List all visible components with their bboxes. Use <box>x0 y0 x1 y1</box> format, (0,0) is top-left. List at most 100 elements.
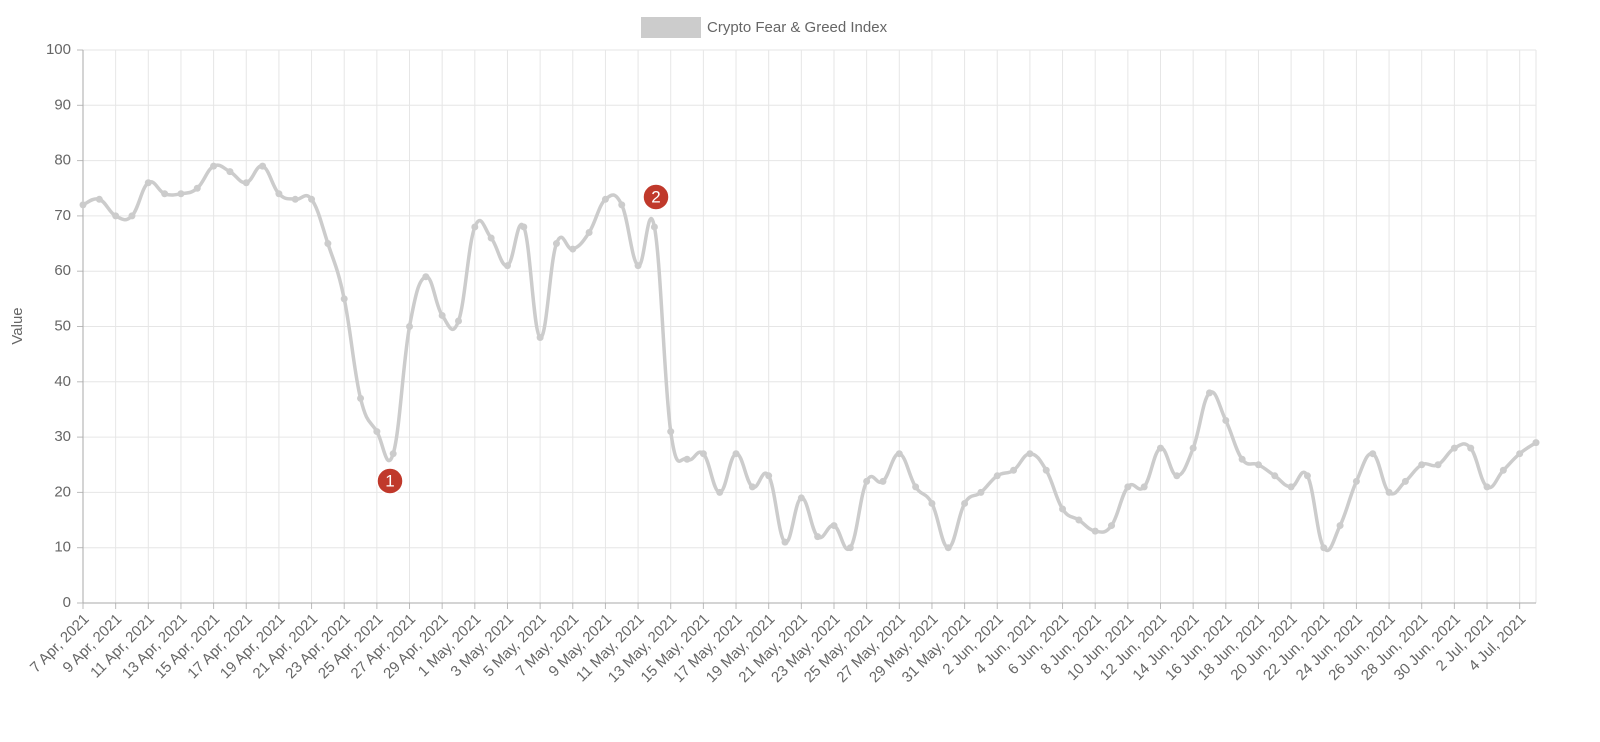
data-point <box>1205 389 1213 397</box>
data-point <box>1042 466 1050 474</box>
data-point <box>1287 483 1295 491</box>
data-point <box>1026 450 1034 458</box>
data-point <box>634 262 642 270</box>
data-point <box>1369 450 1377 458</box>
data-point <box>765 472 773 480</box>
data-point <box>1532 439 1540 447</box>
y-tick-label: 50 <box>54 317 71 334</box>
data-point <box>112 212 120 220</box>
y-tick-label: 90 <box>54 96 71 113</box>
data-point <box>944 544 952 552</box>
data-point <box>1418 461 1426 469</box>
data-point <box>422 273 430 281</box>
data-point <box>1189 444 1197 452</box>
data-point <box>291 195 299 203</box>
annotation-label: 1 <box>385 471 394 490</box>
data-point <box>585 228 593 236</box>
data-point <box>193 184 201 192</box>
data-point <box>1385 488 1393 496</box>
data-point <box>1401 477 1409 485</box>
data-point <box>471 223 479 231</box>
data-point <box>618 201 626 209</box>
data-point <box>569 245 577 253</box>
y-axis-title: Value <box>9 307 26 344</box>
data-point <box>1157 444 1165 452</box>
legend-swatch[interactable] <box>641 17 701 38</box>
data-point <box>552 240 560 248</box>
data-point <box>1254 461 1262 469</box>
data-point <box>161 190 169 198</box>
data-point <box>1140 483 1148 491</box>
y-tick-label: 20 <box>54 483 71 500</box>
data-point <box>814 533 822 541</box>
data-point <box>601 195 609 203</box>
data-point <box>487 234 495 242</box>
data-point <box>128 212 136 220</box>
data-point <box>961 499 969 507</box>
data-point <box>1010 466 1018 474</box>
data-point <box>1173 472 1181 480</box>
annotation-badge <box>642 183 670 211</box>
data-point <box>716 488 724 496</box>
data-point <box>210 162 218 170</box>
data-point <box>275 190 283 198</box>
y-tick-label: 0 <box>63 594 71 611</box>
data-point <box>732 450 740 458</box>
data-point <box>536 334 544 342</box>
data-point <box>454 317 462 325</box>
data-point <box>1516 450 1524 458</box>
data-point <box>324 240 332 248</box>
data-point <box>177 190 185 198</box>
data-point <box>438 311 446 319</box>
data-point <box>683 455 691 463</box>
data-point <box>1499 466 1507 474</box>
data-point <box>1124 483 1132 491</box>
data-point <box>373 428 381 436</box>
y-tick-label: 60 <box>54 262 71 279</box>
y-tick-label: 10 <box>54 539 71 556</box>
data-point <box>1320 544 1328 552</box>
data-point <box>340 295 348 303</box>
data-point <box>928 499 936 507</box>
data-point <box>503 262 511 270</box>
data-point <box>1467 444 1475 452</box>
data-point <box>650 223 658 231</box>
data-point <box>79 201 87 209</box>
data-point <box>977 488 985 496</box>
data-point <box>846 544 854 552</box>
data-point <box>520 223 528 231</box>
annotation-badge <box>376 467 404 495</box>
y-tick-label: 30 <box>54 428 71 445</box>
data-point <box>226 168 234 176</box>
y-tick-label: 40 <box>54 373 71 390</box>
data-point <box>1108 522 1116 530</box>
data-point <box>259 162 267 170</box>
data-point <box>357 394 365 402</box>
data-point <box>1336 522 1344 530</box>
y-tick-label: 80 <box>54 152 71 169</box>
data-point <box>879 477 887 485</box>
legend-label[interactable]: Crypto Fear & Greed Index <box>707 19 888 36</box>
y-tick-label: 100 <box>46 41 71 58</box>
data-point <box>406 323 414 330</box>
data-point <box>1075 516 1083 524</box>
data-point <box>389 450 397 458</box>
data-point <box>1271 472 1279 480</box>
data-point <box>863 477 871 485</box>
data-point <box>1450 444 1458 452</box>
y-tick-label: 70 <box>54 207 71 224</box>
data-point <box>242 179 250 187</box>
data-point <box>1222 417 1230 425</box>
data-point <box>1434 461 1442 469</box>
data-point <box>667 428 675 436</box>
data-point <box>699 450 707 458</box>
data-point <box>308 195 316 203</box>
data-point <box>797 494 805 502</box>
data-point <box>1483 483 1491 491</box>
data-point <box>830 522 838 530</box>
data-point <box>1091 527 1099 535</box>
annotation-label: 2 <box>651 187 660 206</box>
data-point <box>1238 455 1246 463</box>
data-point <box>1059 505 1067 513</box>
